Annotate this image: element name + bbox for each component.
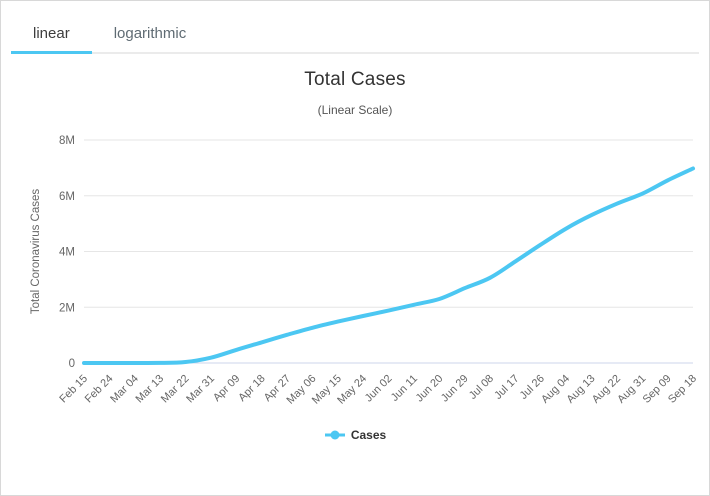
x-tick-label: Apr 18 — [236, 373, 267, 404]
y-tick-label: 4M — [59, 247, 75, 259]
chart-legend: Cases — [1, 428, 709, 442]
x-tick-label: Jun 02 — [363, 373, 395, 405]
chart-subtitle: (Linear Scale) — [317, 103, 393, 117]
y-tick-label: 2M — [59, 302, 75, 314]
legend-label: Cases — [350, 428, 387, 442]
x-tick-label: Jun 11 — [389, 373, 420, 404]
x-tick-label: Jul 17 — [492, 373, 521, 402]
legend-item-cases[interactable]: Cases — [324, 428, 386, 442]
chart-title: Total Cases — [304, 69, 406, 90]
y-tick-label: 8M — [59, 135, 75, 147]
cases-series-line — [82, 166, 695, 365]
y-tick-label: 6M — [59, 191, 75, 203]
x-tick-label: Sep 18 — [666, 373, 699, 406]
x-tick-label: Jun 29 — [439, 373, 471, 405]
scale-tab-bar: linear logarithmic — [11, 17, 699, 54]
tab-linear[interactable]: linear — [11, 17, 92, 54]
x-tick-label: Jul 08 — [467, 373, 496, 402]
tab-logarithmic[interactable]: logarithmic — [113, 25, 187, 42]
y-tick-label: 0 — [69, 358, 75, 370]
x-tick-label: Mar 31 — [184, 373, 217, 406]
series-line-marker-icon — [324, 430, 345, 440]
x-tick-label: Jun 20 — [414, 373, 446, 405]
x-tick-label: Apr 09 — [211, 373, 242, 404]
y-axis-title: Total Coronavirus Cases — [30, 189, 42, 315]
